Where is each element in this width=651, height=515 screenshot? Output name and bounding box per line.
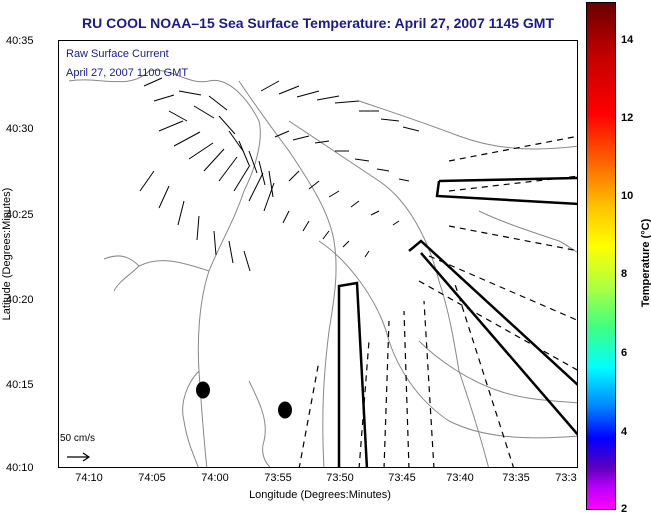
y-tick-label: 40:20 <box>6 294 34 306</box>
colorbar-tick: 6 <box>621 347 628 359</box>
x-tick-label: 73:50 <box>326 472 354 484</box>
y-tick-label: 40:10 <box>6 462 34 474</box>
colorbar-tick: 4 <box>621 426 628 438</box>
coastline <box>68 69 577 467</box>
x-tick-label: 73:35 <box>502 472 530 484</box>
colorbar-tick: 8 <box>621 268 628 280</box>
scale-arrow-icon <box>67 452 91 462</box>
x-axis-label: Longitude (Degrees:Minutes) <box>249 489 391 501</box>
x-tick-label: 73:55 <box>264 472 292 484</box>
x-tick-label: 73:45 <box>388 472 416 484</box>
colorbar-label: Temperature (°C) <box>640 218 651 308</box>
y-tick-label: 40:30 <box>6 123 34 135</box>
map-plot-area <box>58 40 578 468</box>
x-tick-label: 74:05 <box>138 472 166 484</box>
temperature-colorbar <box>586 2 616 510</box>
station-marker <box>196 381 210 399</box>
x-tick-label: 74:10 <box>75 472 103 484</box>
y-tick-label: 40:25 <box>6 209 34 221</box>
scale-label: 50 cm/s <box>60 433 96 444</box>
radar-wedges <box>337 176 577 467</box>
colorbar-tick: 2 <box>621 503 628 515</box>
legend-title: Raw Surface Current <box>66 48 169 60</box>
map-canvas <box>67 69 577 467</box>
x-tick-label: 74:00 <box>201 472 229 484</box>
radar-radials <box>298 135 577 467</box>
y-axis-label: Latitude (Degrees:Minutes) <box>1 187 13 321</box>
legend-date: April 27, 2007 1100 GMT <box>66 67 189 79</box>
colorbar-tick: 12 <box>621 112 634 124</box>
colorbar-tick: 10 <box>621 190 634 202</box>
y-tick-label: 40:35 <box>6 35 34 47</box>
station-marker <box>278 401 292 419</box>
colorbar-tick: 14 <box>621 34 634 46</box>
y-tick-label: 40:15 <box>6 379 34 391</box>
x-tick-label: 73:3 <box>555 472 577 484</box>
x-tick-label: 73:40 <box>446 472 474 484</box>
figure-title: RU COOL NOAA–15 Sea Surface Temperature:… <box>81 15 555 31</box>
surface-current-vectors <box>139 77 420 272</box>
